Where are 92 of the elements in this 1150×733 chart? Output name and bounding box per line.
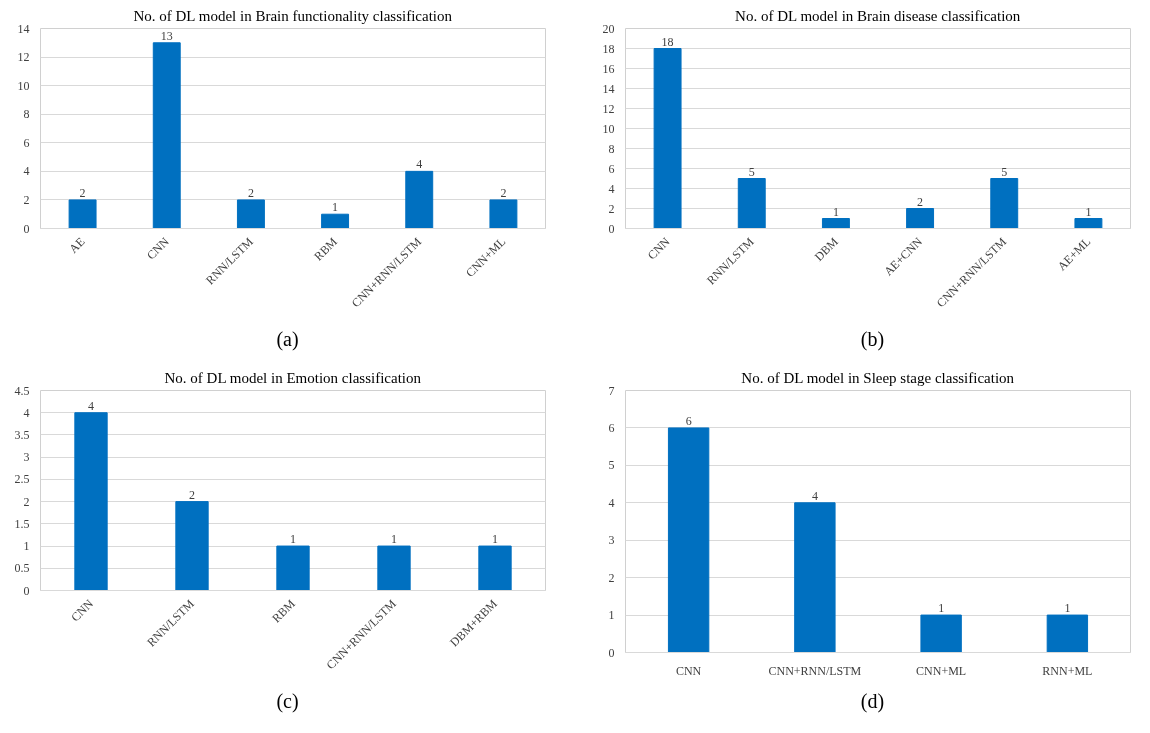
- data-label: 2: [247, 185, 254, 200]
- bar: [1074, 218, 1103, 229]
- y-tick-label: 1: [608, 608, 615, 623]
- chart-title: No. of DL model in Brain functionality classification: [133, 7, 453, 24]
- y-tick-label: 0: [608, 645, 615, 660]
- y-tick-label: 2: [608, 201, 615, 216]
- data-label: 1: [492, 532, 498, 547]
- y-tick-label: 14: [602, 81, 615, 96]
- bar: [737, 178, 766, 229]
- bar: [821, 218, 850, 229]
- chart-title: No. of DL model in Sleep stage classification: [741, 369, 1015, 386]
- bar: [68, 199, 97, 229]
- y-tick-label: 4: [23, 164, 30, 179]
- y-tick-label: 0: [23, 221, 30, 236]
- bar: [478, 545, 512, 591]
- data-label: 13: [160, 28, 173, 43]
- data-label: 1: [1085, 204, 1092, 219]
- y-tick-label: 10: [17, 78, 30, 93]
- data-label: 6: [685, 413, 692, 428]
- y-tick-label: 7: [608, 383, 615, 398]
- y-tick-label: 0.5: [14, 561, 30, 576]
- data-label: 2: [189, 487, 195, 502]
- data-label: 5: [748, 164, 755, 179]
- data-label: 2: [79, 185, 86, 200]
- y-tick-label: 2: [608, 570, 615, 585]
- bar: [236, 199, 265, 229]
- y-tick-label: 6: [608, 161, 615, 176]
- data-label: 4: [416, 157, 423, 172]
- y-tick-label: 5: [608, 458, 615, 473]
- bar: [405, 170, 434, 229]
- y-tick-label: 8: [23, 107, 30, 122]
- data-label: 1: [1064, 601, 1071, 616]
- x-tick-label: RNN+ML: [1042, 663, 1093, 678]
- data-label: 4: [811, 488, 818, 503]
- data-label: 2: [500, 185, 507, 200]
- y-tick-label: 4: [23, 405, 30, 420]
- bar: [321, 213, 350, 229]
- bar: [377, 545, 411, 591]
- y-tick-label: 3.5: [14, 427, 30, 442]
- x-tick-label: CNN+ML: [916, 663, 967, 678]
- chart-title: No. of DL model in Brain disease classification: [735, 7, 1021, 24]
- text: (c): [276, 689, 299, 715]
- bar: [920, 614, 962, 653]
- y-tick-label: 2.5: [14, 472, 30, 487]
- y-tick-label: 12: [602, 101, 615, 116]
- data-label: 1: [391, 532, 397, 547]
- bar: [74, 412, 108, 591]
- y-tick-label: 16: [602, 61, 615, 76]
- y-tick-label: 10: [602, 121, 615, 136]
- y-tick-label: 14: [17, 21, 30, 36]
- bar: [175, 501, 209, 591]
- y-tick-label: 4: [608, 181, 615, 196]
- y-tick-label: 20: [602, 21, 615, 36]
- data-label: 2: [917, 194, 924, 209]
- data-label: 1: [290, 532, 296, 547]
- y-tick-label: 4: [608, 495, 615, 510]
- y-tick-label: 0: [23, 583, 30, 598]
- y-tick-label: 1.5: [14, 516, 30, 531]
- bar: [906, 208, 935, 229]
- text: (a): [276, 327, 299, 353]
- text: (b): [860, 327, 885, 353]
- y-tick-label: 2: [23, 494, 30, 509]
- y-tick-label: 0: [608, 221, 615, 236]
- bar: [1046, 614, 1089, 653]
- y-tick-label: 8: [608, 141, 615, 156]
- y-tick-label: 6: [608, 420, 615, 435]
- x-tick-label: CNN+RNN/LSTM: [768, 663, 862, 678]
- bar: [990, 178, 1019, 229]
- bar: [489, 199, 518, 229]
- y-tick-label: 18: [602, 41, 615, 56]
- bar: [152, 42, 181, 229]
- chart-title: No. of DL model in Emotion classification: [164, 369, 422, 386]
- data-label: 1: [832, 204, 839, 219]
- y-tick-label: 4.5: [14, 383, 30, 398]
- data-label: 5: [1001, 164, 1008, 179]
- data-label: 1: [938, 601, 945, 616]
- y-tick-label: 3: [23, 450, 30, 465]
- bar: [667, 427, 710, 653]
- x-tick-label: AE: [66, 234, 88, 256]
- data-label: 1: [332, 200, 339, 215]
- y-tick-label: 2: [23, 192, 30, 207]
- bar: [653, 48, 682, 229]
- bar: [794, 502, 836, 653]
- x-tick-label: CNN: [675, 663, 702, 678]
- y-tick-label: 3: [608, 533, 615, 548]
- y-tick-label: 6: [23, 135, 30, 150]
- text: (d): [860, 689, 885, 715]
- data-label: 18: [661, 34, 674, 49]
- bar: [276, 545, 310, 591]
- data-label: 4: [88, 398, 94, 413]
- y-tick-label: 1: [23, 539, 30, 554]
- y-tick-label: 12: [17, 50, 30, 65]
